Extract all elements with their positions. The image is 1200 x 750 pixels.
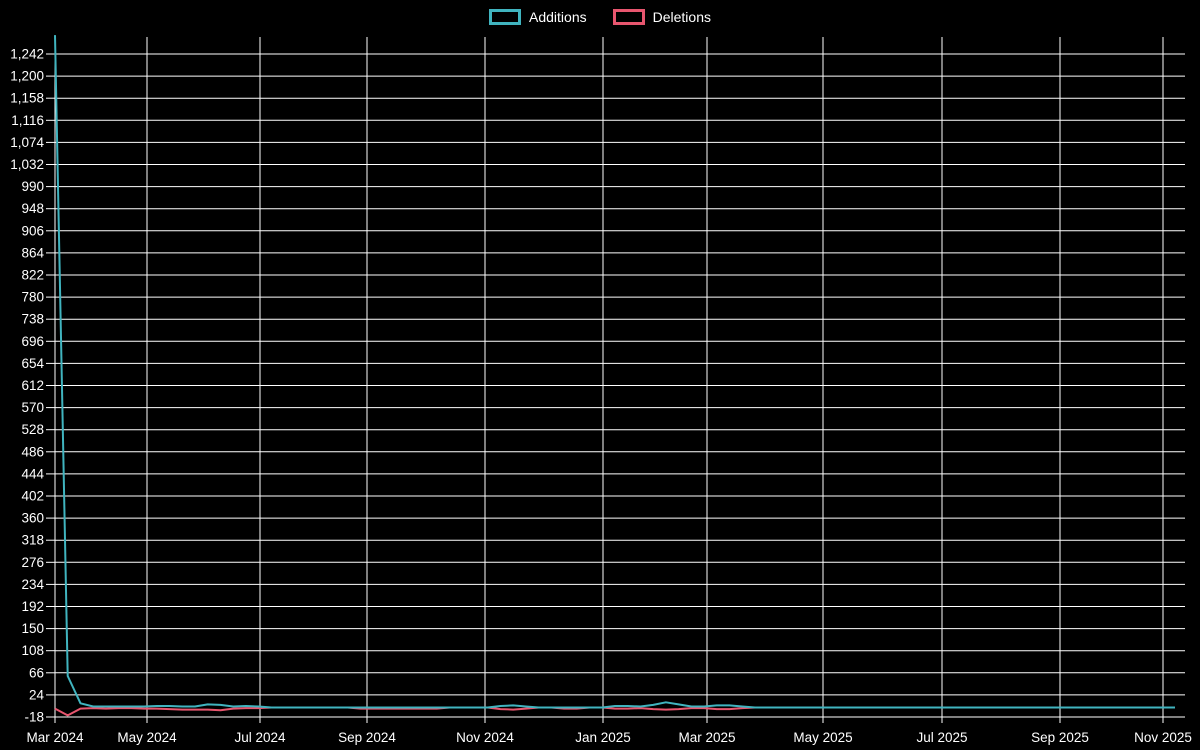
y-tick-label: 150 [21, 621, 44, 636]
x-tick-label: Mar 2024 [26, 730, 84, 745]
chart-legend: Additions Deletions [0, 8, 1200, 26]
x-tick-label: Nov 2025 [1134, 730, 1192, 745]
x-tick-label: Mar 2025 [678, 730, 735, 745]
deletions-swatch-icon [612, 9, 645, 25]
y-tick-label: 612 [21, 378, 44, 393]
y-tick-label: 24 [29, 687, 45, 702]
additions-line [54, 35, 1175, 709]
y-tick-label: 360 [21, 511, 44, 526]
y-tick-label: 1,242 [10, 47, 44, 62]
y-tick-label: 192 [21, 599, 44, 614]
y-tick-label: 738 [21, 312, 44, 327]
y-tick-label: 990 [21, 179, 44, 194]
y-tick-label: 948 [21, 201, 44, 216]
additions-swatch-icon [489, 9, 522, 25]
y-tick-label: 276 [21, 555, 44, 570]
y-tick-label: 1,200 [10, 69, 44, 84]
x-tick-label: Jul 2025 [916, 730, 967, 745]
x-tick-label: May 2025 [793, 730, 852, 745]
x-tick-label: Nov 2024 [456, 730, 514, 745]
y-tick-label: 654 [21, 356, 44, 371]
axis-labels-group: -18 24 66 108 150 192 234 276 318 360 402 444 486 528… [10, 47, 1192, 746]
x-tick-label: Sep 2025 [1031, 730, 1089, 745]
y-tick-label: 486 [21, 444, 44, 459]
legend-label-additions: Additions [529, 9, 587, 25]
y-tick-label: 1,074 [10, 135, 44, 150]
x-tick-label: Jan 2025 [575, 730, 631, 745]
legend-label-deletions: Deletions [652, 9, 711, 25]
y-tick-label: 906 [21, 223, 44, 238]
y-tick-label: 528 [21, 422, 44, 437]
y-tick-label: 318 [21, 533, 44, 548]
y-tick-label: 570 [21, 400, 44, 415]
y-tick-label: 1,116 [11, 113, 44, 128]
gridlines-group [46, 37, 1185, 723]
y-tick-label: 696 [21, 334, 44, 349]
y-tick-label: 234 [21, 577, 44, 592]
y-tick-label: 66 [29, 665, 44, 680]
y-tick-label: 780 [21, 290, 44, 305]
y-tick-label: 402 [21, 489, 44, 504]
y-tick-label: 444 [21, 466, 44, 481]
y-tick-label: 822 [21, 268, 44, 283]
y-tick-label: 108 [21, 643, 44, 658]
x-tick-label: Jul 2024 [234, 730, 286, 745]
y-tick-label: -18 [24, 710, 44, 725]
legend-item-deletions[interactable]: Deletions [612, 8, 711, 26]
y-tick-label: 1,158 [10, 91, 44, 106]
x-tick-label: May 2024 [117, 730, 177, 745]
y-tick-label: 1,032 [10, 157, 44, 172]
legend-item-additions[interactable]: Additions [489, 8, 587, 26]
y-tick-label: 864 [21, 245, 44, 260]
x-tick-label: Sep 2024 [338, 730, 396, 745]
